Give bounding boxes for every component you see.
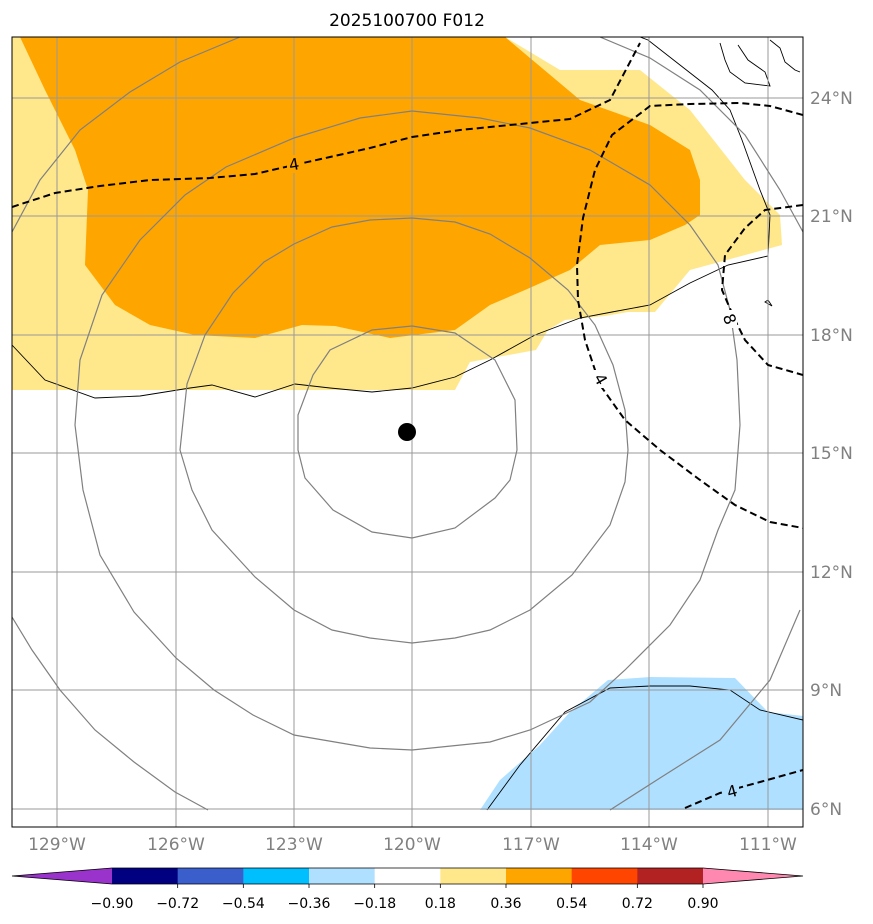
lon-label: 129°W xyxy=(28,835,86,855)
lat-label: 24°N xyxy=(810,89,853,109)
colorbar-segment xyxy=(440,868,507,884)
lat-label: 21°N xyxy=(810,207,853,227)
colorbar-tick-label: −0.54 xyxy=(222,896,265,912)
colorbar-tick-label: 0.90 xyxy=(687,896,718,912)
lon-label: 111°W xyxy=(739,835,797,855)
colorbar-segment xyxy=(506,868,573,884)
colorbar-tick-label: −0.18 xyxy=(353,896,396,912)
lat-label: 12°N xyxy=(810,563,853,583)
light-blue-shading xyxy=(480,677,803,810)
colorbar xyxy=(11,867,804,885)
orange-shading xyxy=(20,37,700,338)
colorbar-tick-label: 0.54 xyxy=(556,896,587,912)
colorbar-tick-labels: −0.90 −0.72 −0.54 −0.36 −0.18 0.18 0.36 0.54 0.7… xyxy=(91,884,719,912)
lon-label: 117°W xyxy=(502,835,560,855)
lon-label: 126°W xyxy=(147,835,205,855)
colorbar-tick-label: 0.72 xyxy=(622,896,653,912)
map-frame xyxy=(11,36,804,828)
colorbar-segment xyxy=(571,868,638,884)
contour-labels: 4 8 4 4 xyxy=(287,154,740,802)
colorbar-tick-label: 0.18 xyxy=(425,896,456,912)
storm-center-marker xyxy=(398,423,416,441)
lon-label: 120°W xyxy=(383,835,441,855)
colorbar-segment xyxy=(637,868,704,884)
colorbar-segment xyxy=(112,868,179,884)
lat-label: 6°N xyxy=(810,800,842,820)
contour-label-southeast: 4 xyxy=(725,781,740,802)
colorbar-extend-high xyxy=(703,868,803,884)
colorbar-segment xyxy=(374,868,441,884)
gridlines xyxy=(12,37,803,827)
colorbar-segment xyxy=(177,868,244,884)
map-title: 2025100700 F012 xyxy=(329,11,485,31)
colorbar-segment xyxy=(309,868,376,884)
lat-label: 9°N xyxy=(810,681,842,701)
colorbar-tick-label: 0.36 xyxy=(490,896,521,912)
lat-label: 15°N xyxy=(810,444,853,464)
dashed-contours xyxy=(12,42,803,809)
colorbar-segment xyxy=(243,868,310,884)
colorbar-outline xyxy=(11,867,804,885)
map-area: 4 8 4 4 xyxy=(12,37,803,827)
latitude-labels: 24°N 21°N 18°N 15°N 12°N 9°N 6°N xyxy=(810,89,853,820)
contour-label-north: 4 xyxy=(287,154,300,174)
lon-label: 123°W xyxy=(265,835,323,855)
lon-label: 114°W xyxy=(620,835,678,855)
colorbar-extend-low xyxy=(12,868,112,884)
lat-label: 18°N xyxy=(810,326,853,346)
longitude-labels: 129°W 126°W 123°W 120°W 117°W 114°W 111°… xyxy=(28,835,797,855)
colorbar-tick-label: −0.36 xyxy=(288,896,331,912)
colorbar-tick-label: −0.90 xyxy=(91,896,134,912)
pressure-contours xyxy=(12,37,803,811)
colorbar-tick-label: −0.72 xyxy=(156,896,199,912)
